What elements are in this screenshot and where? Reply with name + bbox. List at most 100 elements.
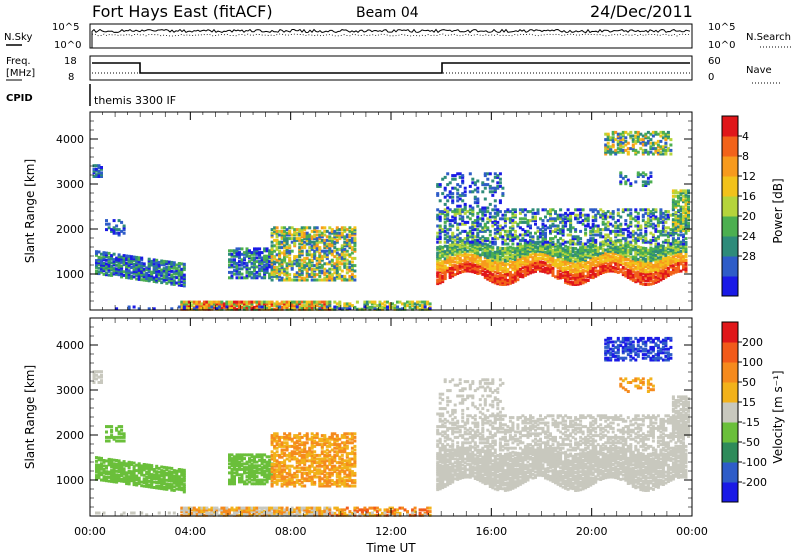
range-cell [659,220,663,224]
range-cell [606,269,610,273]
range-cell [280,267,284,271]
range-cell [458,204,462,208]
range-cell [493,219,497,223]
range-cell [664,143,668,147]
range-cell [649,261,653,264]
range-cell [539,269,542,273]
range-cell [644,275,648,279]
range-cell [599,246,603,250]
range-cell [634,256,638,260]
range-cell [549,259,552,263]
range-cell [541,237,545,241]
range-cell [636,138,640,142]
range-cell [185,305,189,309]
range-cell [544,228,547,232]
range-cell [626,178,630,182]
range-cell [451,242,455,246]
range-cell [325,246,329,250]
range-cell [313,246,317,250]
range-cell [456,222,460,226]
range-cell [679,255,683,259]
range-cell [626,150,630,154]
range-cell [298,228,302,232]
range-cell [92,175,96,178]
range-cell [644,261,648,265]
range-cell [466,231,470,235]
range-cell [360,307,364,311]
range-cell [564,215,568,219]
range-cell [233,251,236,255]
range-cell [531,268,535,272]
range-cell [165,281,169,285]
range-cell [340,244,344,248]
range-cell [513,215,517,219]
range-cell [614,138,618,142]
range-cell [107,259,111,263]
range-cell [300,307,304,311]
range-cell [280,226,284,230]
range-cell [626,274,630,278]
range-cell [255,274,259,278]
range-cell [604,261,608,265]
range-cell [518,244,522,248]
range-cell [258,261,262,265]
range-cell [664,259,668,263]
range-cell [641,148,645,152]
range-cell [579,240,583,244]
range-cell [105,262,108,266]
range-cell [253,261,256,265]
range-cell [137,276,141,280]
range-cell [571,237,575,241]
range-cell [343,229,347,233]
range-cell [238,254,241,258]
range-cell [95,173,98,177]
range-cell [644,180,648,184]
nsearch-label: N.Search [746,32,791,43]
range-cell [682,189,685,193]
range-cell [551,250,555,254]
range-cell [574,257,578,261]
range-cell [679,223,683,227]
range-cell [110,465,114,469]
range-cell [298,247,302,251]
range-cell [300,304,304,308]
range-cell [486,245,490,249]
range-cell [529,238,532,242]
range-cell [506,262,510,266]
range-cell [248,260,251,264]
range-cell [644,173,648,177]
range-cell [539,240,542,244]
range-cell [280,237,284,241]
range-cell [97,250,101,254]
range-cell [481,226,485,230]
range-cell [584,264,588,268]
range-cell [245,300,249,304]
range-cell [463,258,467,262]
range-cell [609,269,613,273]
range-cell [350,269,354,273]
range-cell [606,147,610,151]
range-cell [288,302,292,306]
range-cell [581,242,585,246]
range-cell [471,177,475,181]
range-cell [463,266,467,269]
range-cell [669,252,673,256]
range-cell [649,224,653,228]
range-cell [120,255,124,259]
range-cell [641,180,645,184]
range-cell [624,249,628,253]
range-cell [674,249,678,252]
range-cell [95,250,98,254]
range-cell [496,266,500,269]
range-cell [503,219,507,223]
range-cell [298,265,302,269]
range-cell [463,202,467,206]
range-cell [501,240,505,244]
range-cell [684,246,688,250]
range-cell [97,164,101,168]
range-cell [403,307,407,311]
range-cell [438,215,442,219]
range-cell [411,300,415,304]
range-cell [594,263,598,267]
range-cell [97,474,101,478]
